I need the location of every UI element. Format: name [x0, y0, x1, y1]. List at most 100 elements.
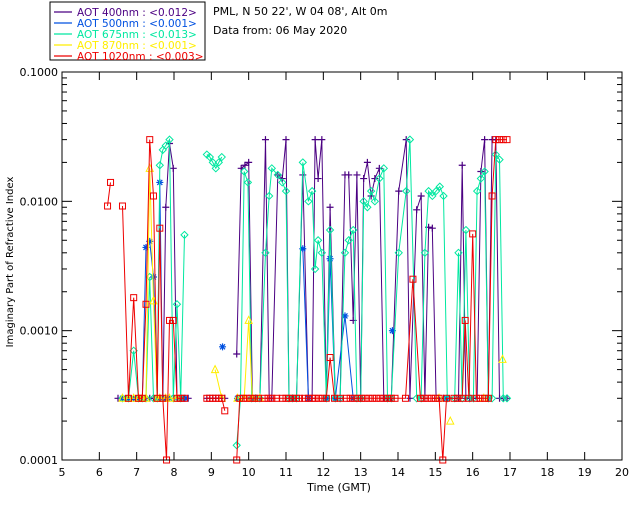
data-point — [181, 394, 189, 402]
y-tick-label: 0.0100 — [20, 195, 59, 208]
data-point — [169, 316, 177, 324]
data-point — [278, 394, 286, 402]
data-point — [445, 415, 455, 425]
data-point — [424, 394, 432, 402]
data-point — [376, 394, 384, 402]
series-line — [118, 139, 507, 399]
data-point — [363, 203, 372, 212]
data-point — [243, 178, 253, 187]
data-point — [465, 394, 473, 402]
data-point — [239, 394, 247, 402]
data-point — [307, 186, 317, 196]
data-point — [141, 393, 151, 402]
x-tick-label: 9 — [208, 466, 215, 479]
data-point — [180, 394, 188, 402]
data-point — [499, 136, 507, 144]
data-point — [304, 197, 313, 206]
data-point — [353, 171, 361, 179]
data-point — [315, 394, 323, 402]
data-point — [124, 394, 132, 402]
data-point — [458, 161, 466, 169]
data-point — [317, 248, 327, 258]
data-point — [503, 136, 511, 144]
data-point — [244, 315, 253, 324]
data-point — [281, 186, 291, 196]
data-point — [431, 394, 439, 402]
data-point — [402, 186, 411, 196]
data-point — [480, 167, 489, 176]
x-tick-label: 13 — [354, 466, 368, 479]
x-tick-label: 19 — [578, 466, 592, 479]
legend-entry: AOT 870nm : <0.001> — [77, 40, 197, 52]
data-point — [341, 312, 349, 320]
x-tick-label: 17 — [503, 466, 517, 479]
data-point — [428, 394, 436, 402]
data-point — [232, 441, 241, 450]
chart-subtitle: Data from: 06 May 2020 — [213, 24, 347, 37]
data-point — [498, 354, 507, 363]
data-point — [488, 192, 496, 200]
legend-entry: AOT 675nm : <0.013> — [77, 29, 197, 41]
data-point — [380, 394, 388, 402]
data-point — [318, 136, 326, 144]
data-point — [247, 394, 255, 402]
series-aot-400nm — [114, 136, 511, 402]
data-point — [135, 394, 143, 402]
data-point — [350, 394, 358, 402]
data-point — [173, 394, 181, 402]
data-point — [325, 225, 335, 235]
data-point — [298, 158, 308, 167]
data-point — [443, 394, 451, 402]
data-point — [239, 167, 249, 176]
data-point — [172, 300, 182, 309]
data-point — [118, 394, 126, 402]
data-point — [149, 192, 157, 200]
legend: AOT 400nm : <0.012>AOT 500nm : <0.001>AO… — [49, 1, 206, 63]
x-tick-label: 10 — [242, 466, 256, 479]
data-point — [340, 248, 350, 258]
data-point — [217, 152, 226, 162]
data-point — [431, 186, 441, 196]
data-point — [484, 394, 492, 402]
data-point — [142, 243, 150, 251]
data-point — [492, 136, 500, 144]
data-point — [311, 394, 319, 402]
data-point — [289, 394, 297, 402]
data-point — [344, 236, 353, 245]
data-point — [310, 264, 320, 274]
data-point — [319, 394, 327, 402]
data-point — [454, 394, 462, 402]
data-point — [435, 394, 443, 402]
x-tick-label: 8 — [171, 466, 178, 479]
data-point — [424, 186, 433, 196]
data-point — [261, 248, 270, 258]
data-point — [243, 394, 251, 402]
x-tick-label: 14 — [391, 466, 405, 479]
data-point — [180, 230, 189, 240]
data-point — [322, 394, 330, 402]
data-point — [481, 394, 489, 402]
data-point — [210, 364, 220, 374]
data-point — [260, 394, 268, 402]
data-point — [450, 394, 458, 402]
data-point — [299, 245, 307, 253]
data-point — [454, 248, 463, 258]
legend-entry: AOT 500nm : <0.001> — [77, 18, 197, 30]
data-point — [359, 197, 368, 206]
data-point — [236, 394, 244, 402]
y-tick-label: 0.1000 — [20, 66, 59, 79]
data-point — [502, 394, 512, 403]
data-point — [142, 300, 150, 308]
data-point — [273, 170, 282, 180]
data-point — [469, 230, 477, 238]
data-point — [406, 394, 414, 402]
series-aot-1020nm — [104, 136, 511, 464]
data-point — [264, 394, 272, 402]
data-point — [401, 394, 409, 402]
data-point — [366, 186, 376, 196]
x-tick-label: 6 — [96, 466, 103, 479]
data-point — [435, 182, 445, 191]
data-point — [130, 394, 138, 402]
data-point — [169, 164, 177, 172]
data-point — [233, 350, 241, 358]
